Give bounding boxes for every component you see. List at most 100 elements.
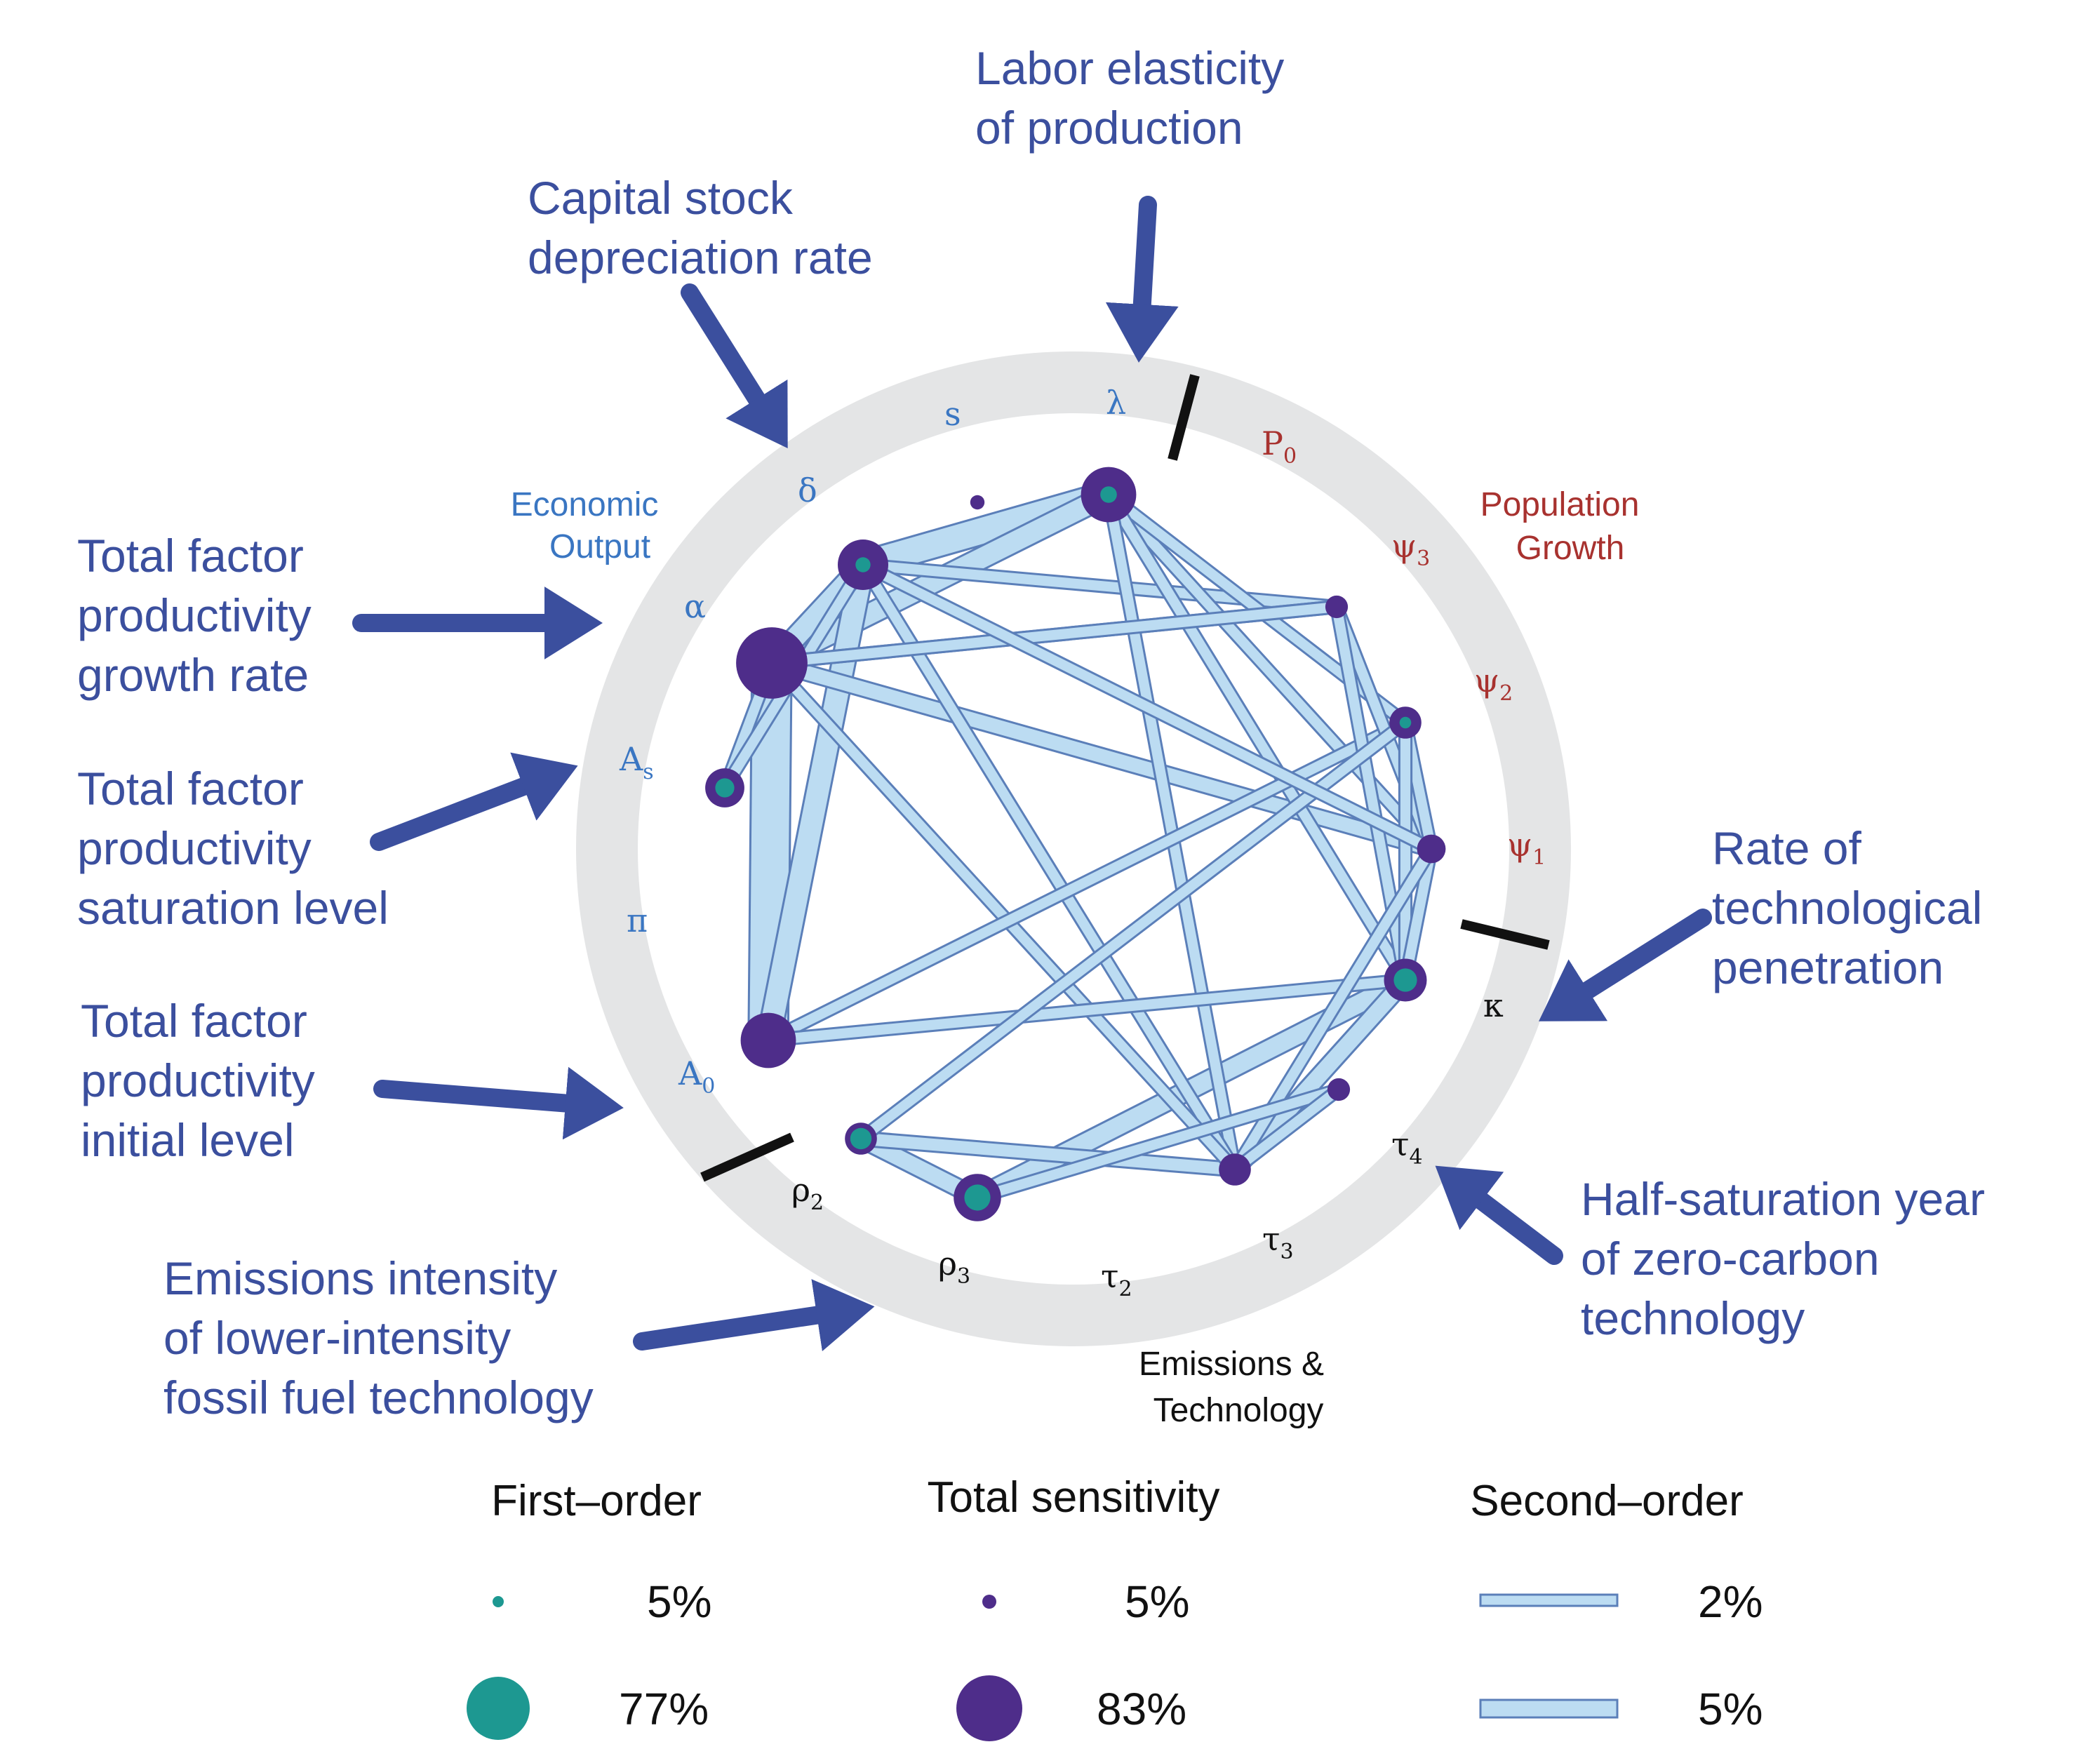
group-divider [700,1132,794,1182]
symbol-base: s [944,395,961,433]
symbol-base: ψ [1474,662,1499,699]
symbol-base: τ [1262,1220,1280,1258]
node-first-order-lambda [1100,486,1117,503]
annotation-half-saturation-1: Half-saturation year [1581,1173,1985,1225]
arrow-half-saturation [1435,1165,1563,1265]
symbol-sub: 2 [1499,681,1513,706]
symbol-alpha: α [684,587,706,625]
annotation-labor-elasticity-1: Labor elasticity [975,42,1284,94]
symbol-pi: π [627,902,648,939]
annotation-emissions-intensity-3: fossil fuel technology [163,1372,594,1423]
arrow-labor-elasticity [1105,196,1179,363]
annotation-tech-penetration-3: penetration [1712,941,1944,993]
symbol-base: ρ [938,1245,957,1282]
symbol-tau2: τ2 [1101,1257,1132,1301]
annotation-tfp-growth-3: growth rate [77,649,309,701]
node-first-order-psi2 [1399,716,1412,729]
arrow-tfp-saturation [370,752,578,851]
node-first-order-kappa [1393,968,1417,992]
node-total-A0 [740,1012,796,1068]
symbol-base: ψ [1391,527,1417,565]
legend: First–order Total sensitivity Second–ord… [467,1473,1763,1741]
legend-first-order-small-dot [493,1596,504,1607]
annotation-tfp-initial-2: productivity [81,1054,315,1106]
symbol-sub: 3 [957,1264,970,1289]
node-total-psi3 [1325,595,1349,619]
annotation-tech-penetration-2: technological [1712,882,1982,934]
group-divider [1168,374,1200,461]
legend-first-order-large-label: 77% [619,1684,709,1734]
symbol-lambda: λ [1106,384,1126,422]
legend-total-title: Total sensitivity [928,1473,1220,1522]
legend-first-order-title: First–order [491,1477,702,1525]
node-total-tau2 [1219,1153,1251,1186]
symbol-sub: 2 [1118,1277,1132,1301]
arrow-emissions-intensity [633,1279,875,1352]
symbol-base: π [627,902,648,939]
group-label-economic-output-1: Economic [511,486,659,523]
arrow-tech-penetration [1539,909,1712,1021]
annotation-tech-penetration-1: Rate of [1712,822,1861,874]
legend-second-order-title: Second–order [1470,1477,1744,1525]
node-first-order-As [715,778,735,798]
legend-first-order-small-label: 5% [647,1576,712,1627]
node-total-tau4 [1327,1078,1351,1101]
symbol-base: P [1262,424,1283,462]
symbol-tau3: τ3 [1262,1220,1294,1264]
symbol-base: ρ [791,1171,810,1209]
node-first-order-delta [855,557,871,572]
symbol-base: δ [798,471,817,509]
symbol-p0: P0 [1262,424,1297,469]
symbol-sub: 1 [1532,845,1546,870]
legend-total-small-dot [982,1595,996,1609]
symbol-sub: 3 [1417,547,1430,571]
node-first-order-rho3 [964,1184,991,1211]
annotation-emissions-intensity-1: Emissions intensity [163,1252,557,1304]
group-label-economic-output-2: Output [549,528,650,565]
symbol-tau4: τ4 [1391,1125,1423,1170]
symbol-sub: 2 [810,1191,824,1215]
symbol-psi2: ψ2 [1474,662,1513,706]
annotation-tfp-saturation-2: productivity [77,822,312,874]
annotation-half-saturation-3: technology [1581,1292,1805,1344]
symbol-base: τ [1101,1257,1118,1295]
symbol-psi1: ψ1 [1507,826,1546,870]
arrow-capital-depreciation [681,283,788,449]
legend-total-large-dot [956,1675,1022,1741]
annotation-tfp-initial-1: Total factor [81,995,307,1047]
legend-second-order-small-bar [1479,1593,1619,1607]
group-label-population-growth-2: Growth [1516,530,1625,567]
symbol-base: α [684,587,706,625]
symbol-kappa: κ [1483,986,1504,1024]
symbol-base: κ [1483,986,1504,1024]
sensitivity-nodes [705,467,1446,1221]
symbol-base: ψ [1507,826,1532,864]
link-psi1-tau2 [1229,845,1438,1174]
symbol-s: s [944,395,961,433]
group-divider [1460,919,1550,950]
node-total-s [970,495,985,510]
arrow-tfp-initial [373,1066,624,1140]
symbol-as: As [619,740,654,784]
symbol-sub: 3 [1280,1240,1293,1264]
annotation-tfp-saturation-1: Total factor [77,763,304,815]
symbol-a0: A0 [678,1054,715,1099]
annotation-emissions-intensity-2: of lower-intensity [163,1312,511,1364]
legend-second-order-large-bar [1479,1698,1619,1719]
legend-first-order-large-dot [467,1677,530,1740]
node-first-order-rho2 [850,1127,872,1150]
annotation-capital-depreciation-1: Capital stock [528,172,794,224]
symbol-sub: 0 [702,1074,715,1099]
symbol-delta: δ [798,471,817,509]
group-label-emissions-technology-1: Emissions & [1139,1346,1324,1383]
node-total-psi1 [1417,834,1446,864]
symbol-sub: 0 [1283,444,1297,469]
annotation-tfp-saturation-3: saturation level [77,882,389,934]
parameter-symbols: P0 ψ3 ψ2 ψ1 κ τ4 τ3 τ2 ρ3 ρ2 A0 π As α δ… [619,384,1546,1301]
annotation-tfp-initial-3: initial level [81,1114,294,1166]
annotations: Labor elasticity of production Capital s… [77,42,1985,1423]
symbol-base: A [678,1054,702,1092]
symbol-base: τ [1391,1125,1409,1163]
